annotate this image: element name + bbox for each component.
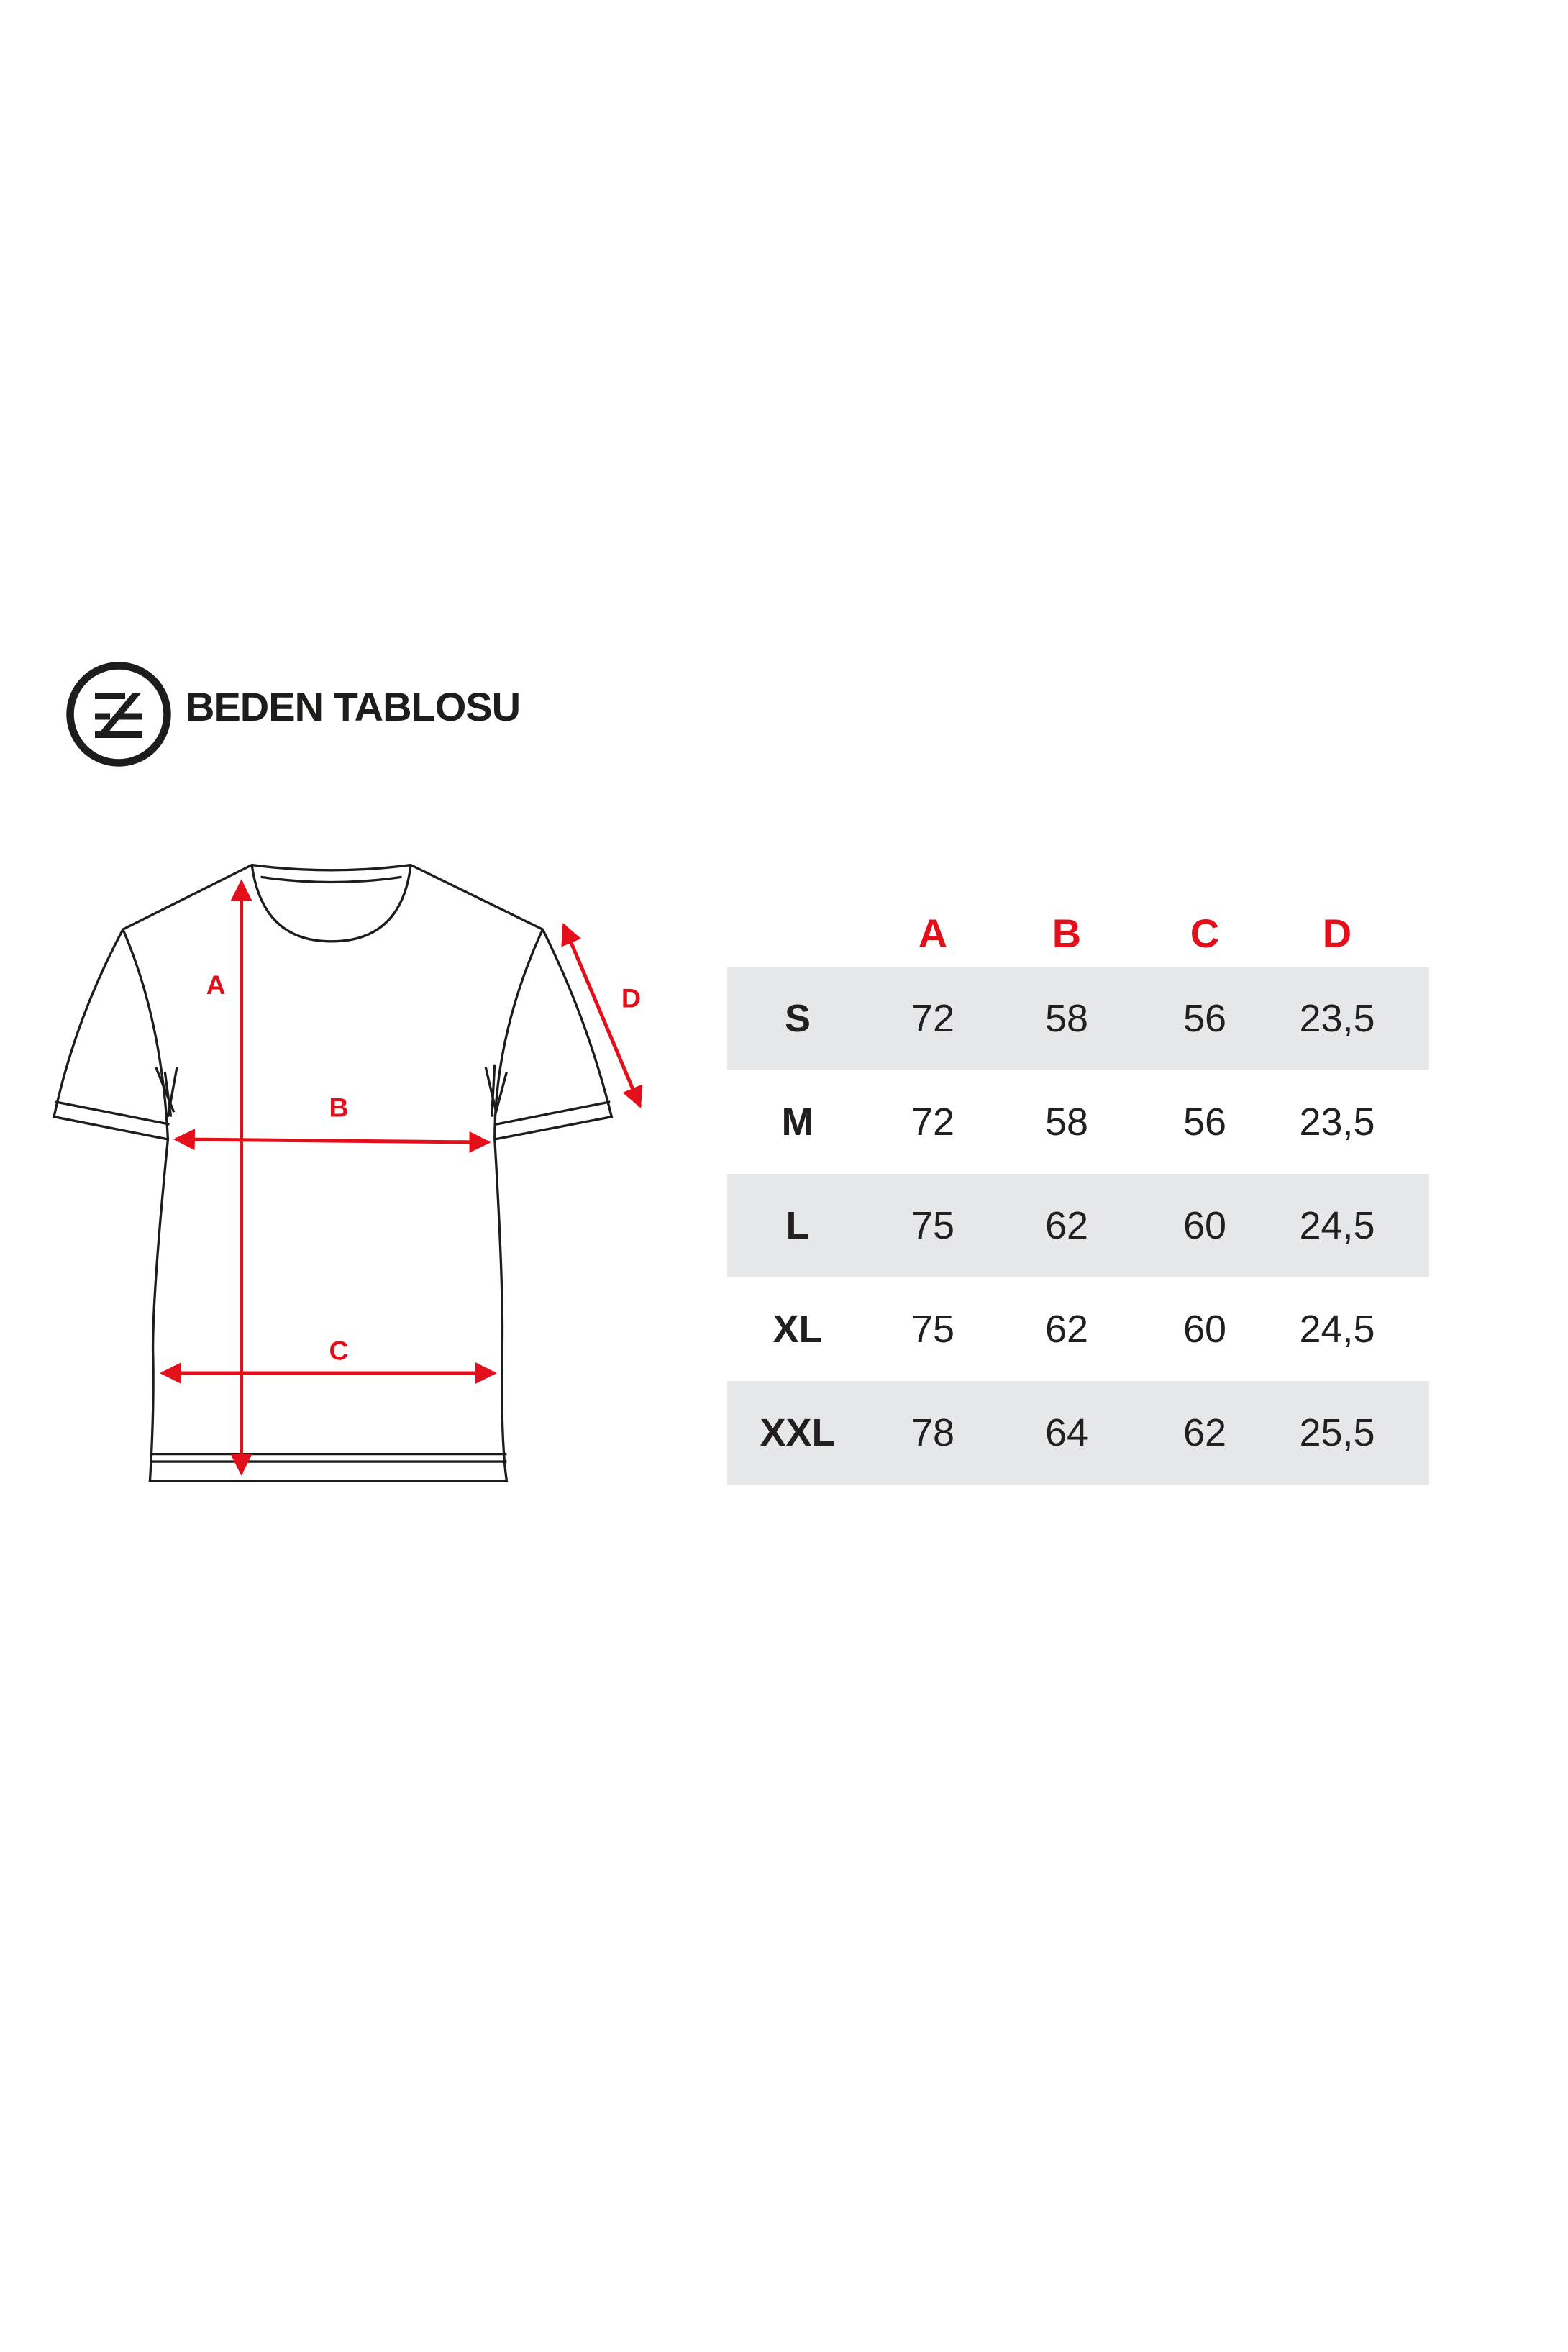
size-label: S	[784, 997, 811, 1040]
measurement-arrows	[160, 879, 643, 1476]
value-a: 78	[911, 1411, 955, 1454]
value-d: 25,5	[1299, 1411, 1375, 1454]
label-d: D	[621, 983, 641, 1013]
value-d: 23,5	[1299, 997, 1375, 1040]
value-c: 56	[1182, 1100, 1227, 1144]
size-label: M	[781, 1100, 814, 1144]
value-a: 75	[911, 1308, 955, 1351]
value-b: 58	[1044, 997, 1089, 1040]
value-b: 62	[1044, 1308, 1089, 1351]
value-d: 24,5	[1299, 1308, 1375, 1351]
table-header: A B C D	[727, 899, 1429, 967]
value-a: 72	[911, 997, 955, 1040]
label-b: B	[329, 1093, 348, 1123]
value-c: 62	[1182, 1411, 1227, 1454]
value-d: 24,5	[1299, 1204, 1375, 1247]
header-c: C	[1190, 910, 1220, 956]
value-b: 64	[1044, 1411, 1089, 1454]
value-c: 56	[1182, 997, 1227, 1040]
value-b: 62	[1044, 1204, 1089, 1247]
table-row: L 75 62 60 24,5	[727, 1174, 1429, 1277]
value-b: 58	[1044, 1100, 1089, 1144]
header-b: B	[1052, 910, 1082, 956]
label-a: A	[206, 970, 226, 1000]
arrow-d	[561, 923, 643, 1108]
table-row: XXL 78 64 62 25,5	[727, 1381, 1429, 1485]
value-c: 60	[1182, 1308, 1227, 1351]
size-label: XL	[772, 1308, 823, 1351]
page-title: BEDEN TABLOSU	[186, 684, 521, 729]
t-shirt-outline	[53, 863, 614, 1482]
header-d: D	[1322, 910, 1352, 956]
table-row: XL 75 62 60 24,5	[727, 1277, 1429, 1381]
size-label: L	[785, 1204, 810, 1247]
arrow-b	[173, 1129, 491, 1153]
header-a: A	[918, 910, 948, 956]
value-a: 72	[911, 1100, 955, 1144]
value-d: 23,5	[1299, 1100, 1375, 1144]
label-c: C	[329, 1335, 348, 1365]
value-c: 60	[1182, 1204, 1227, 1247]
size-table: A B C D S 72 58 56 23,5 M 72 58 56 23,5 …	[727, 899, 1429, 1485]
size-label: XXL	[760, 1411, 836, 1454]
ze-circle-logo-icon	[66, 662, 171, 767]
table-row: M 72 58 56 23,5	[727, 1070, 1429, 1174]
value-a: 75	[911, 1204, 955, 1247]
table-row: S 72 58 56 23,5	[727, 967, 1429, 1070]
